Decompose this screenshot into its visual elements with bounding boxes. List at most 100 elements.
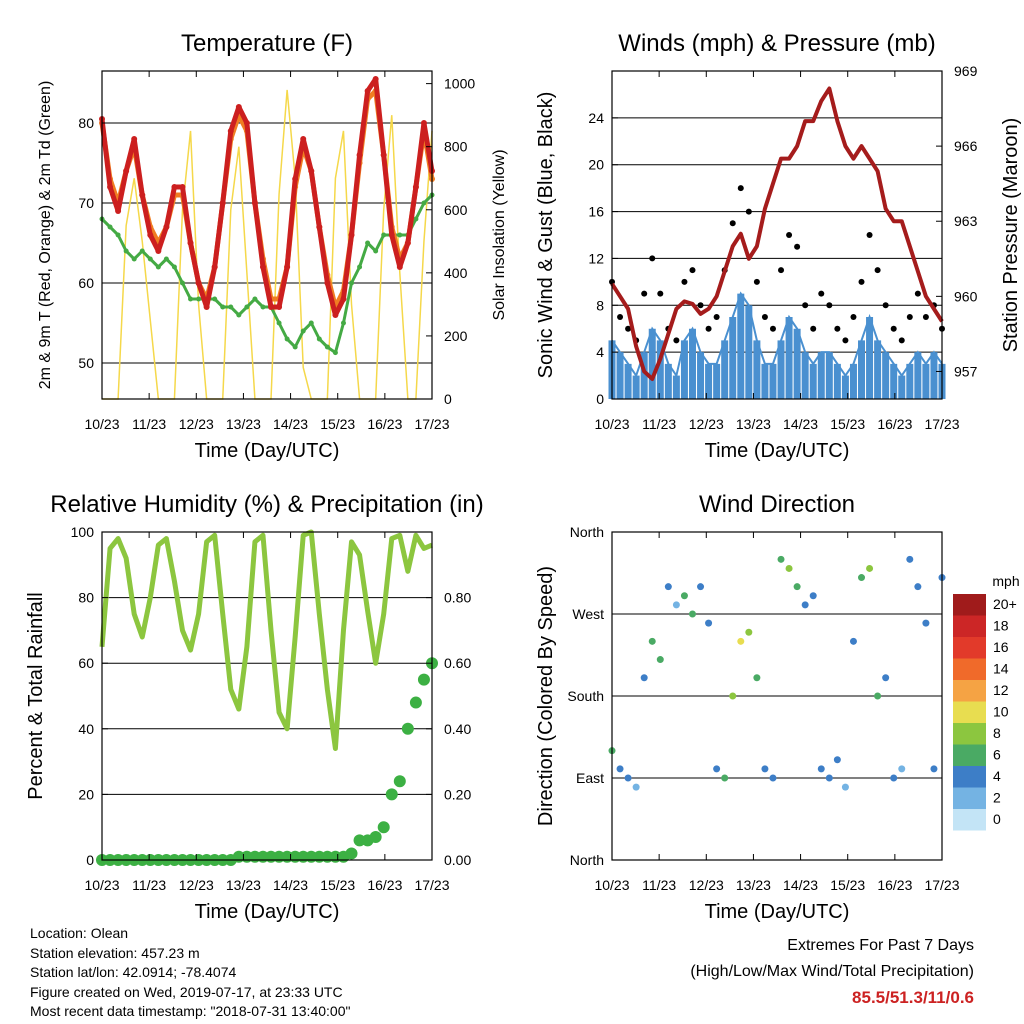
precip-point: [345, 847, 358, 860]
x-tick-label: 15/23: [320, 416, 355, 432]
dewpoint-point: [155, 264, 161, 270]
temp-2m-point: [155, 248, 162, 254]
gust-point: [890, 325, 897, 332]
temp-2m-point: [147, 232, 154, 238]
gust-point: [641, 290, 648, 297]
dewpoint-point: [147, 256, 153, 262]
direction-point: [664, 583, 672, 591]
x-tick-label: 15/23: [830, 416, 865, 432]
gust-point: [697, 302, 704, 309]
dewpoint-point: [357, 264, 363, 270]
dewpoint-point: [324, 344, 330, 350]
extremes-value: 85.5/51.3/11/0.6: [852, 988, 974, 1007]
legend-label: 8: [993, 725, 1001, 741]
temp-2m-point: [412, 184, 419, 190]
x-tick-label: 14/23: [783, 877, 818, 893]
y-axis-label: Percent & Total Rainfall: [25, 592, 47, 800]
y-tick-label: North: [570, 524, 604, 540]
temp-2m-point: [179, 184, 186, 190]
temp-2m-point: [203, 304, 210, 310]
extremes-title: Extremes For Past 7 Days: [787, 937, 974, 954]
dewpoint-point: [188, 296, 194, 302]
temp-2m-point: [308, 168, 315, 174]
direction-point: [833, 756, 841, 764]
x-tick-label: 14/23: [783, 416, 818, 432]
y-right-tick-label: 800: [444, 139, 468, 155]
gust-point: [705, 325, 712, 332]
x-tick-label: 17/23: [414, 416, 449, 432]
y-right-tick-label: 963: [954, 213, 978, 229]
dewpoint-point: [260, 304, 266, 310]
recent-data-text: Most recent data timestamp: "2018-07-31 …: [30, 1003, 351, 1019]
y-tick-label: 8: [596, 297, 604, 313]
y-right-tick-label: 0.40: [444, 721, 471, 737]
gust-point: [810, 325, 817, 332]
direction-point: [745, 628, 753, 636]
x-tick-label: 10/23: [84, 877, 119, 893]
x-tick-label: 11/23: [132, 877, 166, 893]
temp-2m-point: [324, 280, 331, 286]
temp-2m-point: [300, 136, 307, 142]
temp-2m-point: [348, 232, 355, 238]
direction-point: [825, 774, 833, 782]
pressure-line: [610, 86, 944, 381]
created-text: Figure created on Wed, 2019-07-17, at 23…: [30, 984, 343, 1000]
precip-point: [409, 696, 422, 709]
gust-point: [882, 302, 889, 309]
chart-title: Relative Humidity (%) & Precipitation (i…: [50, 491, 483, 518]
temp-2m-point: [404, 240, 411, 246]
y-tick-label: 50: [78, 355, 94, 371]
dewpoint-point: [171, 264, 177, 270]
gust-point: [834, 325, 841, 332]
temp-2m-line: [99, 76, 435, 318]
dewpoint-point: [284, 336, 290, 342]
y-right-tick-label: 960: [954, 288, 978, 304]
x-tick-label: 13/23: [226, 416, 261, 432]
y-tick-label: 80: [78, 115, 94, 131]
dewpoint-point: [107, 224, 113, 230]
dewpoint-point: [276, 320, 282, 326]
precip-point: [385, 788, 398, 801]
direction-point: [648, 637, 656, 645]
dewpoint-point: [131, 256, 137, 262]
legend-label: 0: [993, 811, 1001, 827]
y-right-tick-label: 0.80: [444, 590, 471, 606]
legend-label: 6: [993, 747, 1001, 763]
y-tick-label: East: [576, 770, 604, 786]
chart-title: Wind Direction: [699, 491, 855, 518]
gust-point: [745, 208, 752, 215]
direction-point: [656, 656, 664, 664]
gust-point: [657, 290, 664, 297]
dewpoint-point: [332, 350, 338, 356]
gust-point: [874, 267, 881, 274]
dewpoint-point: [212, 296, 218, 302]
temp-2m-point: [235, 104, 242, 110]
direction-point: [624, 774, 632, 782]
dewpoint-point: [220, 304, 226, 310]
direction-point: [632, 783, 640, 791]
dewpoint-point: [123, 248, 129, 254]
plot-frame: [611, 531, 943, 861]
y-right-tick-label: 0.60: [444, 655, 471, 671]
gust-point: [858, 278, 865, 285]
gust-point: [625, 325, 632, 332]
y-tick-label: West: [572, 606, 604, 622]
temp-2m-point: [276, 304, 283, 310]
temp-2m-point: [115, 208, 122, 214]
gust-point: [842, 337, 849, 344]
gust-point: [617, 314, 624, 320]
chart-title: Temperature (F): [181, 30, 353, 57]
dewpoint-point: [163, 256, 169, 262]
precip-point: [393, 775, 406, 788]
direction-point: [801, 601, 809, 609]
temp-2m-point: [107, 184, 114, 190]
y-right-tick-label: 969: [954, 63, 978, 79]
dewpoint-point: [397, 232, 403, 238]
legend-label: 14: [993, 661, 1009, 677]
precip-point: [401, 722, 414, 735]
direction-point: [858, 574, 866, 582]
direction-point: [793, 583, 801, 591]
dewpoint-point: [300, 328, 306, 334]
